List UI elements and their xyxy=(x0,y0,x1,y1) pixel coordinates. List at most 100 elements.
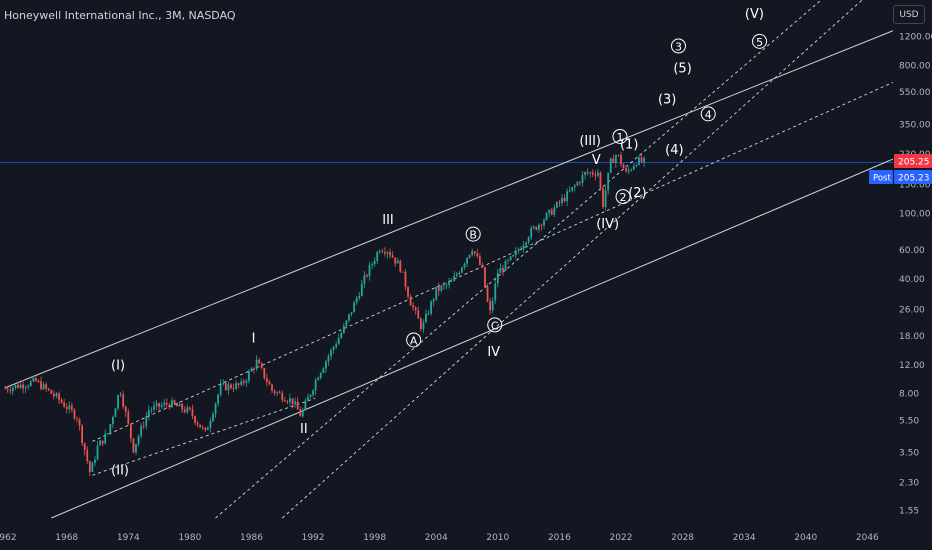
candle-body xyxy=(314,380,317,391)
candle-body xyxy=(471,251,474,255)
wave-label[interactable]: B xyxy=(465,226,481,242)
candle-body xyxy=(419,318,422,330)
candle-body xyxy=(60,399,63,403)
candle-body xyxy=(117,394,119,409)
candle-body xyxy=(58,393,60,400)
candle-body xyxy=(119,394,122,396)
candle-body xyxy=(553,207,556,215)
candle-body xyxy=(532,226,535,229)
y-tick-label: 350.00 xyxy=(899,120,931,130)
wave-label[interactable]: (II) xyxy=(111,463,129,478)
candle-body xyxy=(219,383,222,395)
candle-body xyxy=(563,198,566,202)
candle-body xyxy=(543,219,545,226)
wave-label[interactable]: (5) xyxy=(673,62,691,77)
wave-label-text: (III) xyxy=(579,134,601,149)
candle-body xyxy=(376,252,379,261)
candle-body xyxy=(555,202,558,208)
candle-body xyxy=(81,425,84,443)
x-tick-label: 2028 xyxy=(671,533,694,543)
candle-body xyxy=(368,265,371,277)
candle-body xyxy=(283,400,286,402)
candle-body xyxy=(222,383,225,384)
wave-label[interactable]: (1) xyxy=(620,138,638,153)
wave-label-text: (II) xyxy=(111,463,129,478)
candle-body xyxy=(558,202,561,203)
wave-label-text: (2) xyxy=(628,186,646,201)
candle-body xyxy=(404,271,407,288)
candle-body xyxy=(602,188,604,207)
trend-line-solid[interactable] xyxy=(51,158,894,519)
wave-label[interactable]: 4 xyxy=(700,106,716,122)
trend-line-solid[interactable] xyxy=(4,30,894,389)
y-tick-label: 2.30 xyxy=(899,479,919,489)
wave-label[interactable]: 5 xyxy=(752,33,768,49)
candle-body xyxy=(35,378,37,382)
candle-body xyxy=(443,284,445,286)
candle-body xyxy=(265,378,268,383)
candle-body xyxy=(337,337,340,345)
candle-body xyxy=(514,250,517,256)
x-tick-label: 2016 xyxy=(548,533,571,543)
candle-body xyxy=(73,409,76,419)
candle-body xyxy=(502,267,504,271)
candle-body xyxy=(86,450,89,462)
candle-body xyxy=(322,368,325,373)
candle-body xyxy=(294,401,297,405)
trend-line-dashed[interactable] xyxy=(281,0,863,519)
candle-body xyxy=(70,405,73,410)
wave-label[interactable]: 2 xyxy=(615,189,631,205)
candle-body xyxy=(183,409,186,413)
wave-label-text: (IV) xyxy=(596,217,619,232)
candle-body xyxy=(214,403,217,415)
candle-body xyxy=(201,427,204,429)
candle-body xyxy=(489,301,492,311)
candle-body xyxy=(517,249,520,251)
wave-label[interactable]: 3 xyxy=(670,38,686,54)
candle-body xyxy=(291,398,294,405)
candle-body xyxy=(509,256,512,261)
candle-body xyxy=(573,185,576,187)
wave-label-text: III xyxy=(382,213,394,228)
wave-label[interactable]: I xyxy=(252,331,256,346)
x-tick-label: 2046 xyxy=(856,533,879,543)
wave-label[interactable]: C xyxy=(487,317,503,333)
wave-label[interactable]: A xyxy=(406,332,422,348)
candle-body xyxy=(371,264,373,266)
trend-line-dashed[interactable] xyxy=(215,0,822,519)
wave-label[interactable]: IV xyxy=(487,345,500,360)
wave-label[interactable]: (V) xyxy=(745,7,764,22)
candle-body xyxy=(248,371,250,381)
candle-body xyxy=(127,411,130,424)
currency-button[interactable]: USD xyxy=(893,5,925,24)
wave-label[interactable]: (III) xyxy=(579,134,601,149)
trend-line-dashed[interactable] xyxy=(92,81,894,442)
candle-body xyxy=(612,158,615,164)
wave-label[interactable]: (IV) xyxy=(596,217,619,232)
candle-body xyxy=(273,390,276,394)
candle-body xyxy=(345,320,348,327)
wave-label-text: IV xyxy=(487,345,500,360)
wave-label[interactable]: (4) xyxy=(665,143,683,158)
candle-body xyxy=(42,384,45,390)
wave-label[interactable]: II xyxy=(300,422,308,437)
wave-label[interactable]: (2) xyxy=(628,186,646,201)
x-axis: 1962 1968 1974 1980 1986 1992 1998 2004 2010 2016… xyxy=(0,533,879,543)
candle-body xyxy=(50,390,53,394)
candle-body xyxy=(332,347,335,350)
wave-label[interactable]: (I) xyxy=(111,358,125,373)
candle-body xyxy=(366,275,368,277)
candle-body xyxy=(301,409,304,417)
candle-body xyxy=(348,314,350,321)
wave-label[interactable]: (3) xyxy=(658,92,676,107)
candle-body xyxy=(32,378,35,382)
wave-label-text: B xyxy=(469,229,477,242)
wave-label[interactable]: III xyxy=(382,213,394,228)
candle-body xyxy=(522,245,525,250)
wave-label[interactable]: 1 xyxy=(612,128,628,144)
candle-body xyxy=(178,403,181,407)
candle-body xyxy=(409,296,412,306)
wave-label[interactable]: V xyxy=(592,153,601,168)
candle-body xyxy=(466,257,468,264)
